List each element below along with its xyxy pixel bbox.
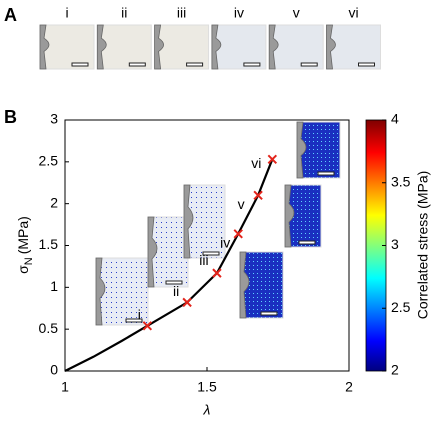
marker-label: v xyxy=(238,196,245,212)
colorbar-tick-label: 3 xyxy=(391,236,399,252)
image-label: i xyxy=(65,5,68,21)
colorbar-label: Correlated stress (MPa) xyxy=(415,171,431,320)
y-label-symbol: σ xyxy=(15,265,31,274)
marker xyxy=(267,154,278,165)
notch xyxy=(154,24,164,70)
y-tick-label: 1 xyxy=(50,278,58,294)
image xyxy=(96,24,152,70)
x-tick-label: 1 xyxy=(61,379,69,395)
marker xyxy=(253,190,263,201)
scale-bar xyxy=(358,62,375,67)
insets xyxy=(95,121,341,326)
image-label: vi xyxy=(348,5,358,21)
marker-label: iv xyxy=(220,234,230,250)
image xyxy=(39,24,95,70)
y-tick-label: 1.5 xyxy=(39,236,59,252)
y-axis-label: σN (MPa) xyxy=(15,216,35,274)
notch xyxy=(39,24,50,70)
marker xyxy=(182,297,192,308)
x-axis-label: λ xyxy=(203,402,211,418)
scale-bar xyxy=(186,62,204,67)
scale-bar xyxy=(125,318,143,323)
colorbar-tick-label: 2 xyxy=(391,362,399,378)
scale-bar xyxy=(243,62,261,67)
marker-label: iii xyxy=(199,252,208,268)
notch xyxy=(296,121,307,179)
notch xyxy=(284,184,295,248)
y-label-unit: (MPa) xyxy=(15,216,31,254)
image xyxy=(211,24,267,70)
scale-bar xyxy=(202,251,220,256)
panel-label: A xyxy=(4,5,17,25)
scale-bar xyxy=(71,62,89,67)
scale-bar xyxy=(300,62,318,67)
notch xyxy=(96,24,107,70)
colorbar-tick-label: 3.5 xyxy=(391,173,411,189)
notch xyxy=(239,251,250,319)
image xyxy=(268,24,324,70)
notch xyxy=(268,24,279,70)
notch xyxy=(95,257,106,326)
image-label: v xyxy=(293,5,300,21)
marker xyxy=(142,321,153,331)
colorbar-tick-label: 2.5 xyxy=(391,299,411,315)
marker-label: vi xyxy=(251,155,261,171)
image-label: iii xyxy=(177,5,186,21)
image-label: ii xyxy=(121,5,127,21)
y-tick-label: 2 xyxy=(50,194,58,210)
y-tick-label: 2.5 xyxy=(39,153,59,169)
notch xyxy=(211,24,222,70)
y-tick-label: 0 xyxy=(50,362,58,378)
y-tick-label: 3 xyxy=(50,111,58,127)
scale-bar xyxy=(317,171,335,176)
scale-bar xyxy=(165,280,183,285)
scale-bar xyxy=(298,240,316,245)
image xyxy=(154,24,210,70)
x-tick-label: 1.5 xyxy=(197,379,217,395)
marker-label: i xyxy=(138,307,141,323)
image-label: iv xyxy=(234,5,244,21)
marker-label: ii xyxy=(173,283,179,299)
notch xyxy=(183,184,194,259)
y-label-subscript: N xyxy=(23,257,35,265)
panel-label: B xyxy=(4,107,17,127)
y-tick-label: 0.5 xyxy=(39,320,59,336)
image-strip: i ii iii iv v vi xyxy=(39,5,381,70)
colorbar-tick-label: 4 xyxy=(391,111,399,127)
marker xyxy=(212,268,222,278)
notch xyxy=(147,216,158,288)
marker xyxy=(233,229,243,239)
notch xyxy=(326,24,336,70)
x-tick-label: 2 xyxy=(345,379,353,395)
scale-bar xyxy=(128,62,146,67)
scale-bar xyxy=(260,311,278,316)
